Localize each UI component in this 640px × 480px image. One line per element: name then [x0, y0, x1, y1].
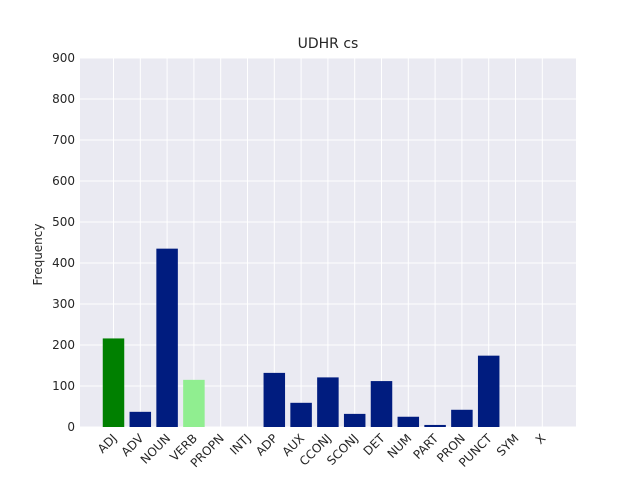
bar-pron: [451, 409, 473, 427]
y-tick-label: 500: [52, 215, 75, 229]
bar-det: [370, 381, 393, 427]
bar-adp: [263, 372, 286, 427]
y-axis-label: Frequency: [31, 224, 45, 286]
x-tick-label: NUM: [385, 431, 415, 461]
bar-sconj: [343, 413, 366, 427]
y-tick-labels: 0 100 200 300 400 500 600 700 800 900: [52, 51, 75, 434]
y-tick-label: 900: [52, 51, 75, 65]
bar-verb: [183, 379, 205, 427]
bar-noun: [156, 248, 178, 427]
bar-punct: [477, 355, 500, 427]
bars: [102, 248, 500, 427]
bar-adj: [102, 338, 125, 427]
bar-adv: [129, 411, 152, 427]
x-tick-label: SYM: [494, 431, 522, 459]
y-tick-label: 0: [67, 420, 75, 434]
y-tick-label: 800: [52, 92, 75, 106]
y-tick-label: 100: [52, 379, 75, 393]
x-tick-label: NOUN: [138, 431, 173, 466]
y-tick-label: 600: [52, 174, 75, 188]
x-tick-label: ADP: [253, 431, 280, 458]
x-tick-label: INTJ: [227, 431, 253, 457]
y-tick-label: 200: [52, 338, 75, 352]
x-tick-label: DET: [361, 431, 388, 458]
bar-num: [397, 416, 420, 427]
chart-title: UDHR cs: [298, 36, 359, 52]
x-tick-label: X: [533, 431, 549, 447]
y-tick-label: 400: [52, 256, 75, 270]
bar-cconj: [317, 377, 339, 427]
x-tick-label: ADJ: [95, 431, 120, 456]
y-tick-label: 700: [52, 133, 75, 147]
bar-part: [424, 424, 446, 427]
bar-aux: [290, 402, 312, 427]
y-tick-label: 300: [52, 297, 75, 311]
